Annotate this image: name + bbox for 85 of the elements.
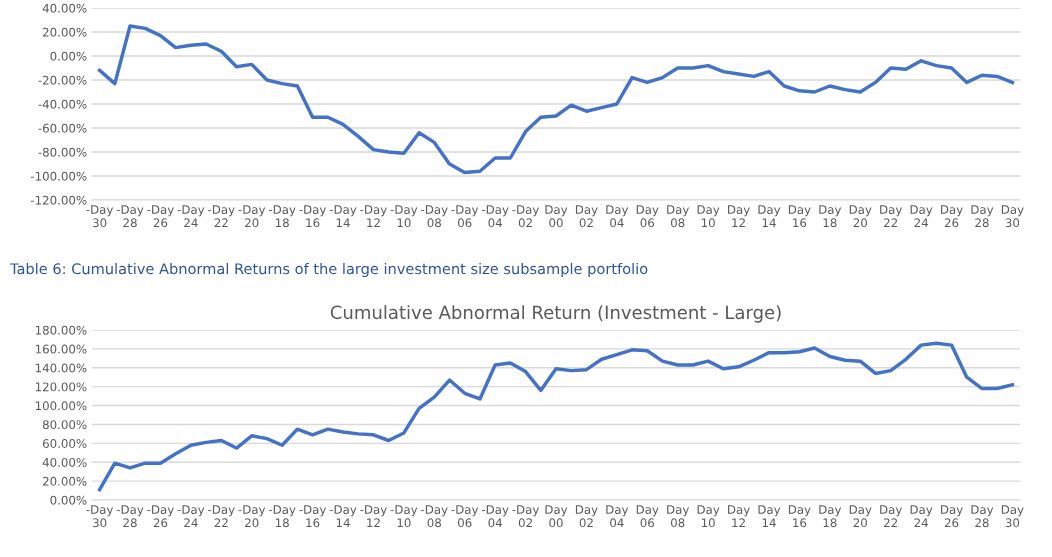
x-tick-label: Day 12 [728, 205, 750, 228]
x-tick-label: -Day 02 [512, 205, 540, 228]
x-tick-label: Day 24 [910, 505, 933, 528]
x-tick-label: Day 16 [788, 505, 811, 528]
x-tick-label: Day 02 [575, 205, 598, 228]
y-tick-label: -20.00% [38, 75, 87, 85]
x-tick-label: -Day 24 [177, 205, 205, 228]
y-tick-label: -80.00% [38, 147, 87, 157]
x-tick-label: -Day 20 [238, 205, 266, 228]
x-tick-label: -Day 30 [86, 205, 114, 228]
x-tick-label: -Day 24 [177, 505, 205, 528]
y-tick-label: 120.00% [35, 382, 87, 392]
x-tick-label: -Day 02 [512, 505, 540, 528]
x-tick-label: -Day 06 [451, 205, 479, 228]
x-tick-label: -Day 04 [481, 205, 509, 228]
y-tick-label: 20.00% [42, 27, 87, 37]
x-tick-label: Day 20 [849, 205, 872, 228]
x-tick-label: Day 06 [636, 505, 659, 528]
x-tick-label: -Day 12 [360, 205, 387, 228]
y-tick-label: 60.00% [42, 439, 87, 448]
y-tick-label: 0.00% [50, 495, 87, 505]
y-tick-label: 40.00% [42, 457, 87, 467]
x-tick-label: Day 04 [606, 505, 629, 528]
x-tick-label: Day 06 [636, 205, 659, 228]
x-tick-label: -Day 14 [329, 505, 357, 528]
y-tick-label: 20.00% [42, 476, 87, 486]
x-tick-label: -Day 16 [299, 505, 327, 528]
y-tick-label: 140.00% [35, 363, 87, 373]
chart-title: Cumulative Abnormal Return (Investment - Large) [330, 305, 781, 323]
x-tick-label: -Day 22 [208, 505, 235, 528]
x-tick-label: Day 12 [728, 505, 750, 528]
y-tick-label: 160.00% [35, 344, 87, 354]
x-tick-label: Day 30 [1001, 205, 1024, 228]
x-tick-label: Day 26 [941, 205, 963, 228]
x-tick-label: Day 18 [819, 205, 842, 228]
x-tick-label: Day 10 [697, 205, 720, 228]
line-series [97, 341, 1015, 492]
y-tick-label: 80.00% [42, 420, 87, 430]
x-tick-label: Day 28 [971, 205, 994, 228]
x-tick-label: -Day 04 [481, 505, 509, 528]
line-series [97, 24, 1015, 175]
x-tick-label: Day 24 [910, 205, 933, 228]
x-tick-label: -Day 22 [208, 205, 235, 228]
x-tick-label: -Day 20 [238, 505, 266, 528]
x-tick-label: -Day 26 [147, 505, 174, 528]
y-tick-label: -120.00% [30, 195, 87, 205]
x-tick-label: -Day 08 [421, 205, 448, 228]
x-tick-label: Day 30 [1001, 505, 1024, 528]
x-tick-label: -Day 06 [451, 505, 479, 528]
x-tick-label: -Day 14 [329, 205, 357, 228]
x-tick-label: Day 14 [758, 205, 781, 228]
x-tick-label: Day 10 [697, 505, 720, 528]
x-tick-label: -Day 12 [360, 505, 387, 528]
x-tick-label: Day 00 [545, 505, 568, 528]
x-tick-label: Day 26 [941, 505, 963, 528]
y-tick-label: 0.00% [50, 51, 87, 61]
x-tick-label: Day 20 [849, 505, 872, 528]
x-tick-label: Day 00 [545, 205, 568, 228]
x-tick-label: -Day 26 [147, 205, 174, 228]
y-tick-label: -60.00% [38, 123, 87, 133]
y-tick-label: 100.00% [35, 401, 87, 411]
y-tick-label: 40.00% [42, 3, 87, 13]
x-tick-label: -Day 18 [268, 505, 296, 528]
x-tick-label: Day 02 [575, 505, 598, 528]
x-tick-label: -Day 28 [116, 205, 144, 228]
x-tick-label: Day 28 [971, 505, 994, 528]
x-tick-label: -Day 10 [390, 505, 418, 528]
x-tick-label: -Day 16 [299, 205, 327, 228]
x-tick-label: Day 22 [880, 505, 902, 528]
y-tick-label: -40.00% [38, 99, 87, 109]
x-tick-label: -Day 18 [268, 205, 296, 228]
x-tick-label: Day 08 [667, 205, 690, 228]
x-tick-label: Day 04 [606, 205, 629, 228]
x-tick-label: Day 14 [758, 505, 781, 528]
x-tick-label: Day 16 [788, 205, 811, 228]
x-tick-label: Day 18 [819, 505, 842, 528]
x-tick-label: -Day 30 [86, 505, 114, 528]
x-tick-label: -Day 08 [421, 505, 448, 528]
y-tick-label: 180.00% [35, 325, 87, 335]
x-tick-label: Day 08 [667, 505, 690, 528]
x-tick-label: -Day 10 [390, 205, 418, 228]
x-tick-label: Day 22 [880, 205, 902, 228]
y-tick-label: -100.00% [30, 171, 87, 181]
caption: Table 6: Cumulative Abnormal Returns of the large investment size subsample portfolio [9, 262, 648, 278]
x-tick-label: -Day 28 [116, 505, 144, 528]
